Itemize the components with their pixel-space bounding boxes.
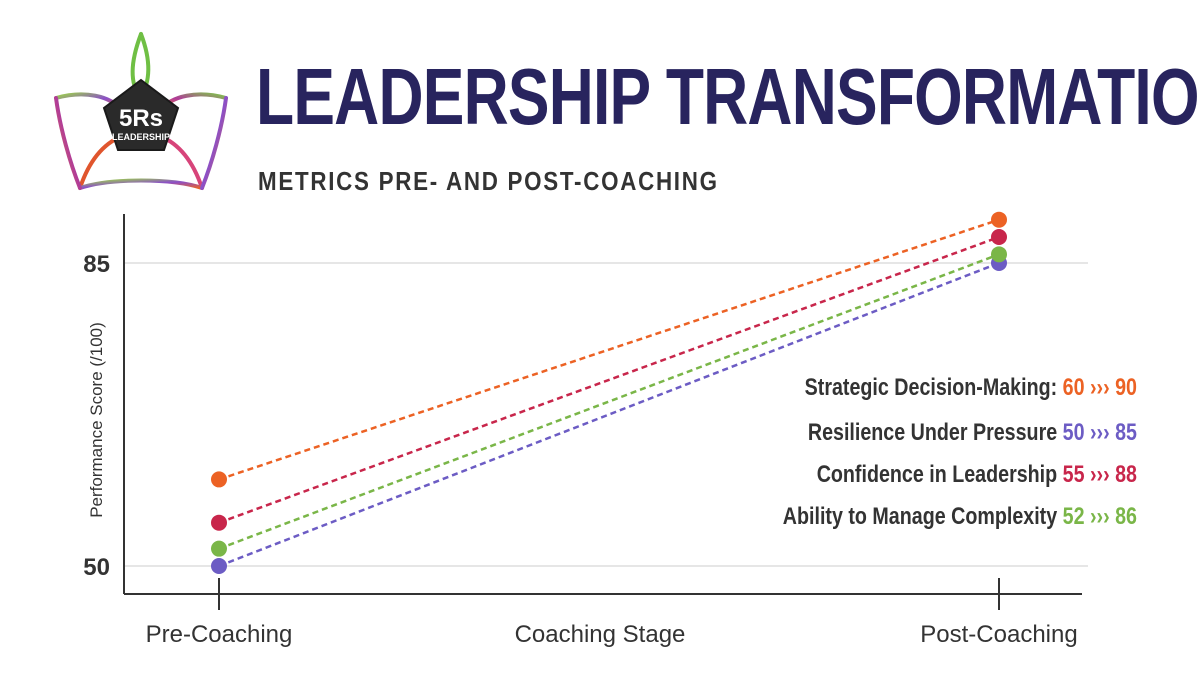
legend-series-name: Resilience Under Pressure bbox=[808, 418, 1063, 445]
legend-series-name: Ability to Manage Complexity bbox=[783, 502, 1063, 529]
5rs-leadership-logo: 5Rs LEADERSHIP bbox=[54, 32, 228, 190]
x-tick-label: Post-Coaching bbox=[920, 621, 1077, 648]
legend-pre-value: 55 bbox=[1063, 460, 1085, 487]
y-tick-label: 85 bbox=[83, 251, 110, 278]
logo-subtext: LEADERSHIP bbox=[112, 132, 170, 142]
x-tick-label: Pre-Coaching bbox=[146, 621, 293, 648]
legend-post-value: 86 bbox=[1115, 502, 1137, 529]
legend-series-name: Confidence in Leadership bbox=[817, 460, 1063, 487]
series-line bbox=[218, 253, 1000, 550]
data-point bbox=[991, 246, 1007, 263]
data-point bbox=[211, 558, 227, 574]
legend-pre-value: 60 bbox=[1063, 373, 1085, 400]
legend-post-value: 88 bbox=[1115, 460, 1137, 487]
chart-subtitle: METRICS PRE- AND POST-COACHING bbox=[258, 166, 719, 196]
legend-arrow: ››› bbox=[1085, 373, 1116, 400]
legend-pre-value: 50 bbox=[1063, 418, 1085, 445]
data-point bbox=[991, 229, 1007, 246]
series-lines bbox=[211, 211, 1007, 574]
legend-series-name: Strategic Decision-Making: bbox=[805, 373, 1063, 400]
legend-post-value: 85 bbox=[1115, 418, 1137, 445]
x-axis-ticks: Pre-Coaching Post-Coaching bbox=[146, 578, 1078, 648]
legend-entry: Confidence in Leadership 55 ››› 88 bbox=[817, 460, 1137, 487]
series-line bbox=[218, 235, 1000, 524]
y-axis-ticks: 50 85 bbox=[83, 251, 110, 581]
logo-text: 5Rs bbox=[119, 105, 163, 132]
legend-post-value: 90 bbox=[1115, 373, 1137, 400]
x-axis-label: Coaching Stage bbox=[515, 621, 686, 648]
series-0 bbox=[211, 211, 1007, 488]
y-axis-label: Performance Score (/100) bbox=[87, 322, 106, 518]
data-point bbox=[991, 211, 1007, 228]
legend-entry: Strategic Decision-Making: 60 ››› 90 bbox=[805, 373, 1137, 400]
legend-entry: Resilience Under Pressure 50 ››› 85 bbox=[808, 418, 1137, 445]
series-3 bbox=[211, 246, 1007, 557]
legend: Strategic Decision-Making: 60 ››› 90 Resi… bbox=[783, 373, 1137, 529]
legend-arrow: ››› bbox=[1085, 418, 1116, 445]
legend-arrow: ››› bbox=[1085, 502, 1116, 529]
data-point bbox=[211, 540, 227, 557]
series-line bbox=[218, 218, 1000, 481]
legend-pre-value: 52 bbox=[1063, 502, 1085, 529]
series-2 bbox=[211, 229, 1007, 531]
data-point bbox=[211, 471, 227, 488]
y-tick-label: 50 bbox=[83, 554, 110, 581]
legend-entry: Ability to Manage Complexity 52 ››› 86 bbox=[783, 502, 1137, 529]
data-point bbox=[211, 514, 227, 531]
legend-arrow: ››› bbox=[1085, 460, 1116, 487]
